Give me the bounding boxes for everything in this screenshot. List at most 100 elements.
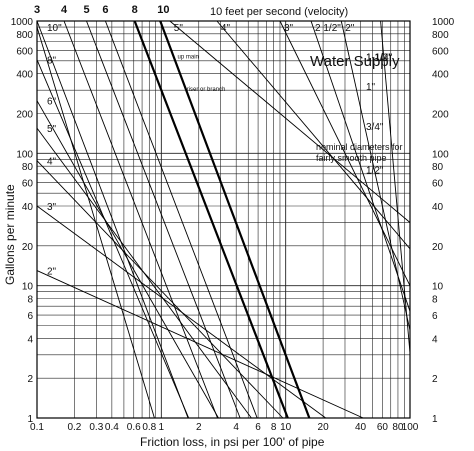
velocity-line — [133, 20, 289, 419]
diameter-line-label: 1" — [366, 82, 376, 93]
y-tick-label-right: 6 — [432, 311, 438, 322]
diameter-line-label: 5" — [47, 124, 57, 135]
velocity-line-label: 4 — [61, 4, 68, 16]
y-tick-label-left: 8 — [27, 294, 33, 305]
y-tick-label-right: 200 — [432, 109, 449, 120]
diameter-line-label: 2" — [47, 267, 57, 278]
y-tick-label-right: 20 — [432, 242, 444, 253]
diameter-caption-line: nominal diameters for — [316, 142, 403, 152]
velocity-line-label: 5 — [83, 4, 89, 16]
velocity-line — [36, 20, 189, 419]
diameter-line-label: 2 1/2" — [315, 23, 341, 34]
annotation-label: up main — [178, 55, 199, 61]
velocity-lines: 3 4 5 6 8 10 — [34, 4, 311, 419]
diameter-line-label: 3" — [47, 202, 57, 213]
diameter-caption: nominal diameters for fairly smooth pipe — [316, 142, 403, 163]
y-tick-label-left: 4 — [27, 334, 33, 345]
x-tick-label: 1 — [159, 422, 165, 433]
diameter-line-label: 1 1/2" — [366, 53, 392, 64]
velocity-line-label: 10 — [157, 4, 169, 16]
diameter-line-label: 6" — [47, 97, 57, 108]
x-tick-label: 0.6 — [127, 422, 141, 433]
y-tick-label-left: 10 — [22, 282, 34, 293]
velocity-line — [63, 20, 218, 419]
y-tick-label-right: 80 — [432, 162, 444, 173]
velocity-line-label: 8 — [132, 4, 138, 16]
diameter-caption-line: fairly smooth pipe — [316, 153, 387, 163]
chart-title: Water Supply — [310, 53, 400, 70]
chart-labels: Water Supply 10 feet per second (velocit… — [3, 6, 403, 449]
diameter-line — [36, 160, 284, 419]
y-tick-label-left: 80 — [22, 162, 34, 173]
velocity-line — [104, 20, 258, 419]
x-tick-label: 2 — [196, 422, 202, 433]
plot-frame — [36, 20, 411, 419]
diameter-line-label: 2" — [345, 23, 355, 34]
annotation-label: riser or branch — [187, 87, 226, 93]
y-tick-label-left: 1000 — [11, 17, 34, 28]
diameter-line — [169, 20, 411, 223]
diameter-line-label: 1-1/4" — [366, 53, 393, 64]
y-tick-label-right: 800 — [432, 30, 449, 41]
x-tick-label: 8 — [271, 422, 277, 433]
diameter-line — [36, 59, 190, 419]
y-tick-label-right: 10 — [432, 282, 444, 293]
x-tick-label: 60 — [377, 422, 389, 433]
x-tick-label: 0.1 — [30, 422, 44, 433]
plot-border — [36, 20, 411, 419]
x-tick-label: 0.8 — [142, 422, 156, 433]
velocity-line-label: 6 — [102, 4, 108, 16]
diameter-line — [36, 270, 364, 419]
diameter-line-label: 5" — [174, 23, 184, 34]
diameter-line — [216, 20, 411, 250]
x-tick-label: 40 — [355, 422, 367, 433]
y-tick-label-left: 600 — [16, 46, 33, 57]
x-tick-label: 0.4 — [105, 422, 119, 433]
y-tick-label-right: 40 — [432, 202, 444, 213]
y-tick-label-left: 200 — [16, 109, 33, 120]
x-tick-label: 20 — [318, 422, 330, 433]
diameter-line-label: 4" — [47, 157, 57, 168]
diameter-line-label: 3" — [284, 23, 294, 34]
x-tick-label: 6 — [255, 422, 261, 433]
diameter-line — [279, 20, 411, 286]
diameter-line — [36, 205, 326, 419]
velocity-line-label: 3 — [34, 4, 40, 16]
diameter-line-label: 4" — [221, 23, 231, 34]
x-axis-label: Friction loss, in psi per 100' of pipe — [140, 435, 325, 449]
y-tick-label-right: 2 — [432, 374, 438, 385]
diameter-line-label: 10" — [47, 23, 62, 34]
y-tick-label-right: 600 — [432, 46, 449, 57]
y-tick-label-left: 100 — [16, 149, 33, 160]
diameter-line — [340, 20, 411, 331]
y-tick-label-left: 2 — [27, 374, 33, 385]
y-tick-label-right: 400 — [432, 70, 449, 81]
y-tick-label-left: 800 — [16, 30, 33, 41]
y-tick-label-left: 40 — [22, 202, 34, 213]
x-tick-label: 10 — [280, 422, 292, 433]
diameter-line — [36, 100, 219, 419]
y-tick-label-right: 60 — [432, 179, 444, 190]
y-tick-label-left: 20 — [22, 242, 34, 253]
y-axis-label: Gallons per minute — [3, 184, 17, 285]
y-tick-label-left: 60 — [22, 179, 34, 190]
y-tick-label-right: 1 — [432, 414, 438, 425]
diameter-line-label: 3/4" — [366, 122, 384, 133]
diameter-line — [380, 20, 411, 354]
y-tick-label-left: 6 — [27, 311, 33, 322]
diameter-line — [310, 20, 411, 312]
x-tick-label: 0.3 — [89, 422, 103, 433]
y-tick-label-left: 1 — [27, 414, 33, 425]
x-tick-label: 4 — [233, 422, 239, 433]
y-tick-label-right: 100 — [432, 149, 449, 160]
y-tick-label-left: 400 — [16, 70, 33, 81]
x-tick-label: 80 — [392, 422, 404, 433]
tick-labels: 0.1 0.2 0.3 0.4 0.6 0.8 1 2 4 6 8 10 20 40 60 801001000… — [11, 17, 455, 433]
x-tick-label: 100 — [402, 422, 419, 433]
y-tick-label-right: 1000 — [432, 17, 455, 28]
velocity-label: 10 feet per second (velocity) — [210, 6, 348, 18]
y-tick-label-right: 4 — [432, 334, 438, 345]
velocity-line — [159, 20, 311, 419]
velocity-line — [86, 20, 241, 419]
